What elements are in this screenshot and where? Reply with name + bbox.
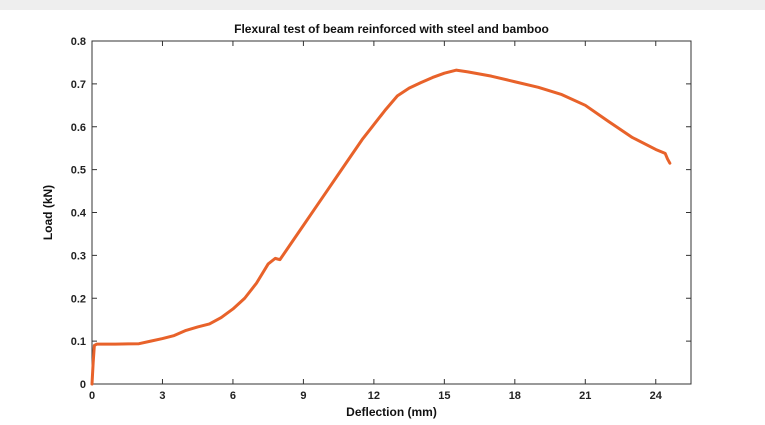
- x-tick-label: 18: [509, 390, 521, 402]
- chart-title: Flexural test of beam reinforced with st…: [234, 22, 549, 36]
- y-tick-label: 0.4: [71, 208, 87, 220]
- y-tick-label: 0: [80, 379, 86, 391]
- y-tick-label: 0.3: [71, 250, 86, 262]
- y-tick-label: 0.2: [71, 293, 86, 305]
- x-tick-label: 12: [368, 390, 380, 402]
- y-axis-ticks: 0 0.1 0.2 0.3 0.4 0.5 0.6 0.7 0.8: [71, 36, 691, 391]
- series-line-0: [90, 68, 672, 386]
- y-tick-label: 0.8: [71, 36, 86, 48]
- x-tick-label: 9: [300, 390, 306, 402]
- y-tick-label: 0.6: [71, 122, 86, 134]
- y-tick-label: 0.5: [71, 165, 86, 177]
- x-tick-label: 21: [579, 390, 591, 402]
- x-axis-ticks: 0 3 6 9 12 15 18 21 24: [89, 41, 663, 402]
- series-layer: [90, 68, 672, 386]
- top-band: [0, 0, 765, 10]
- x-tick-label: 24: [650, 390, 663, 402]
- x-axis-title: Deflection (mm): [346, 405, 437, 419]
- x-tick-label: 6: [230, 390, 236, 402]
- y-tick-label: 0.7: [71, 79, 86, 91]
- x-tick-label: 3: [159, 390, 165, 402]
- y-tick-label: 0.1: [71, 336, 86, 348]
- y-axis-title: Load (kN): [41, 185, 55, 240]
- x-tick-label: 15: [438, 390, 450, 402]
- x-tick-label: 0: [89, 390, 95, 402]
